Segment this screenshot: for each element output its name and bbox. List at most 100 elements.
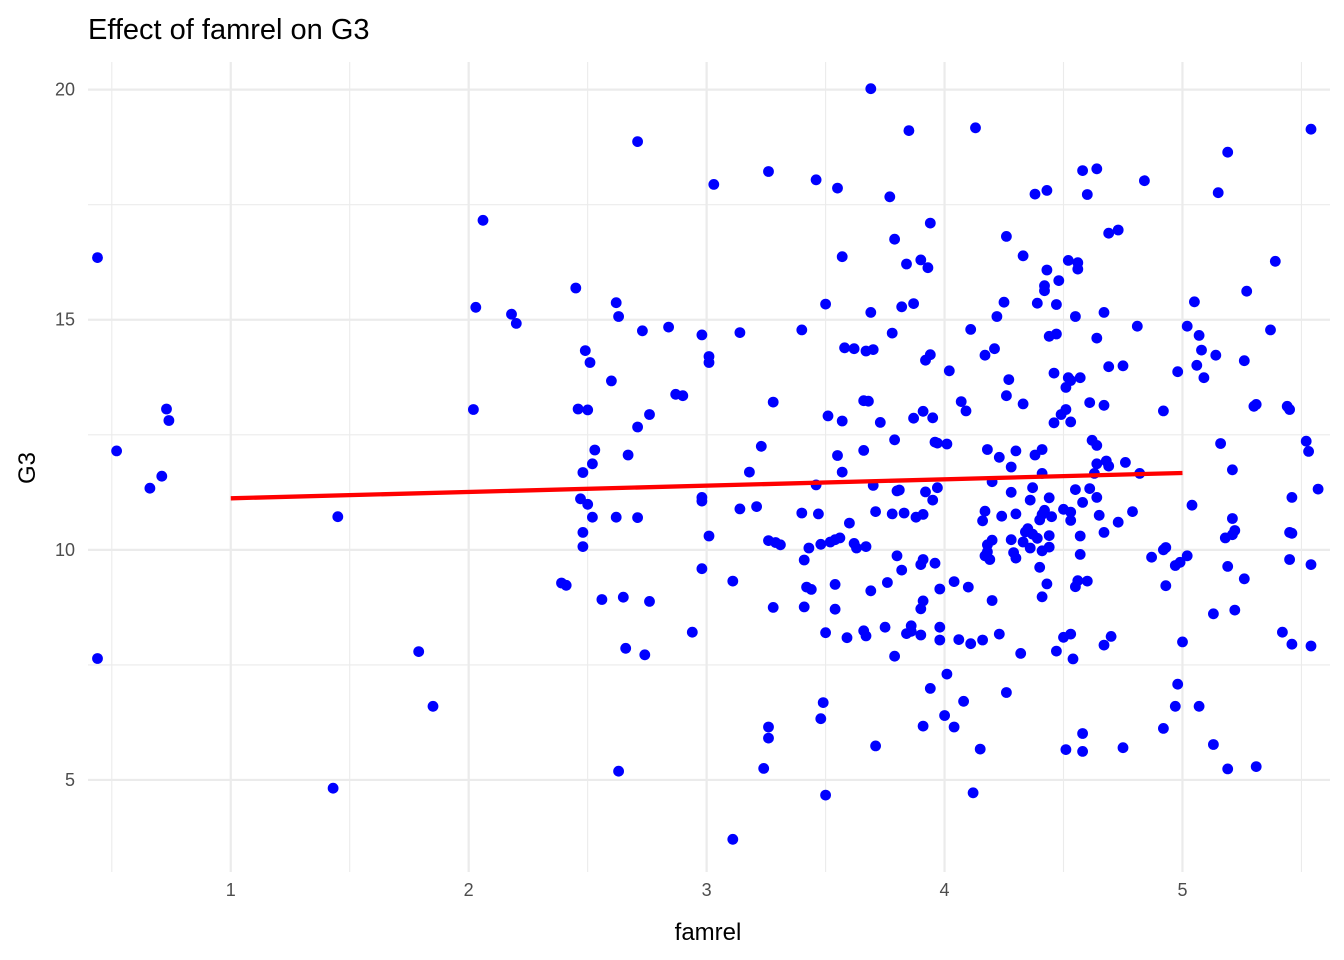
- x-axis-label: famrel: [675, 919, 742, 946]
- data-point: [1062, 255, 1074, 266]
- data-point: [1212, 187, 1224, 199]
- data-point: [1072, 257, 1084, 269]
- data-point: [844, 517, 855, 529]
- data-point: [901, 258, 912, 270]
- data-point: [1229, 525, 1241, 536]
- x-tick-label: 2: [464, 880, 474, 900]
- trend-layer: [230, 470, 1183, 501]
- data-point: [1034, 561, 1046, 573]
- data-point: [686, 626, 698, 638]
- data-point: [970, 122, 981, 134]
- data-point: [917, 595, 929, 607]
- data-point: [1091, 492, 1103, 503]
- data-point: [1065, 515, 1077, 526]
- data-point: [1072, 575, 1084, 587]
- data-point: [1198, 372, 1210, 384]
- data-point: [1238, 355, 1250, 367]
- data-point: [1065, 416, 1077, 428]
- data-point: [986, 595, 998, 606]
- data-point: [934, 621, 946, 633]
- data-point: [948, 721, 960, 733]
- data-point: [758, 763, 770, 774]
- data-point: [891, 550, 903, 562]
- data-point: [958, 695, 969, 707]
- data-point: [796, 324, 808, 336]
- data-point: [1031, 532, 1043, 544]
- data-point: [962, 581, 974, 593]
- data-point: [1284, 554, 1295, 565]
- data-point: [965, 324, 977, 335]
- data-point: [865, 307, 877, 318]
- data-point: [829, 603, 841, 615]
- data-point: [1117, 360, 1129, 372]
- data-point: [820, 789, 831, 801]
- data-point: [1277, 626, 1288, 638]
- data-point: [934, 634, 946, 646]
- data-point: [1210, 349, 1222, 361]
- data-point: [934, 583, 946, 595]
- data-point: [810, 174, 822, 186]
- data-point: [1169, 700, 1181, 712]
- data-point: [1160, 580, 1172, 592]
- data-point: [632, 136, 643, 148]
- data-point: [639, 649, 651, 661]
- data-point: [886, 327, 898, 339]
- data-point: [1060, 404, 1072, 415]
- data-point: [1036, 591, 1048, 603]
- data-point: [841, 632, 853, 644]
- data-point: [610, 297, 622, 309]
- y-tick-label: 15: [55, 310, 75, 330]
- data-point: [882, 577, 893, 588]
- data-point: [953, 634, 965, 645]
- data-point: [613, 765, 624, 777]
- data-point: [886, 508, 898, 520]
- data-point: [587, 458, 598, 470]
- data-point: [1010, 552, 1022, 564]
- data-point: [1005, 486, 1017, 498]
- data-point: [870, 506, 881, 517]
- data-point: [1074, 549, 1086, 560]
- data-point: [860, 541, 872, 552]
- tick-labels: 1 2 3 4 5 5 10 15 20: [55, 80, 1188, 900]
- data-point: [582, 498, 594, 510]
- data-point: [977, 634, 988, 646]
- data-point: [589, 444, 601, 456]
- data-point: [1265, 324, 1276, 336]
- data-point: [751, 501, 762, 512]
- data-point: [993, 451, 1005, 463]
- data-point: [820, 298, 831, 310]
- data-point: [1041, 264, 1053, 276]
- data-point: [1105, 631, 1117, 642]
- data-point: [1067, 653, 1079, 665]
- data-point: [1091, 163, 1103, 175]
- data-point: [1036, 444, 1048, 455]
- x-tick-label: 5: [1177, 880, 1187, 900]
- data-point: [596, 594, 608, 605]
- data-point: [908, 298, 919, 309]
- data-point: [943, 365, 955, 377]
- data-point: [1098, 307, 1110, 318]
- data-point: [1077, 165, 1088, 177]
- data-point: [960, 405, 972, 417]
- data-point: [967, 787, 979, 799]
- data-point: [889, 650, 900, 662]
- data-point: [998, 296, 1010, 308]
- data-point: [644, 409, 655, 420]
- data-point: [815, 538, 827, 550]
- data-point: [813, 508, 824, 520]
- data-point: [851, 542, 862, 554]
- data-point: [617, 591, 629, 603]
- data-point: [991, 311, 1003, 322]
- data-point: [1222, 561, 1234, 572]
- data-point: [156, 470, 168, 482]
- data-point: [1027, 482, 1038, 494]
- data-point: [1286, 492, 1298, 503]
- data-point: [1098, 639, 1110, 651]
- data-point: [1250, 399, 1262, 410]
- data-point: [832, 450, 843, 461]
- data-point: [1158, 723, 1169, 734]
- y-tick-label: 5: [65, 770, 75, 790]
- data-point: [917, 509, 929, 520]
- data-point: [929, 557, 941, 569]
- data-point: [622, 449, 634, 461]
